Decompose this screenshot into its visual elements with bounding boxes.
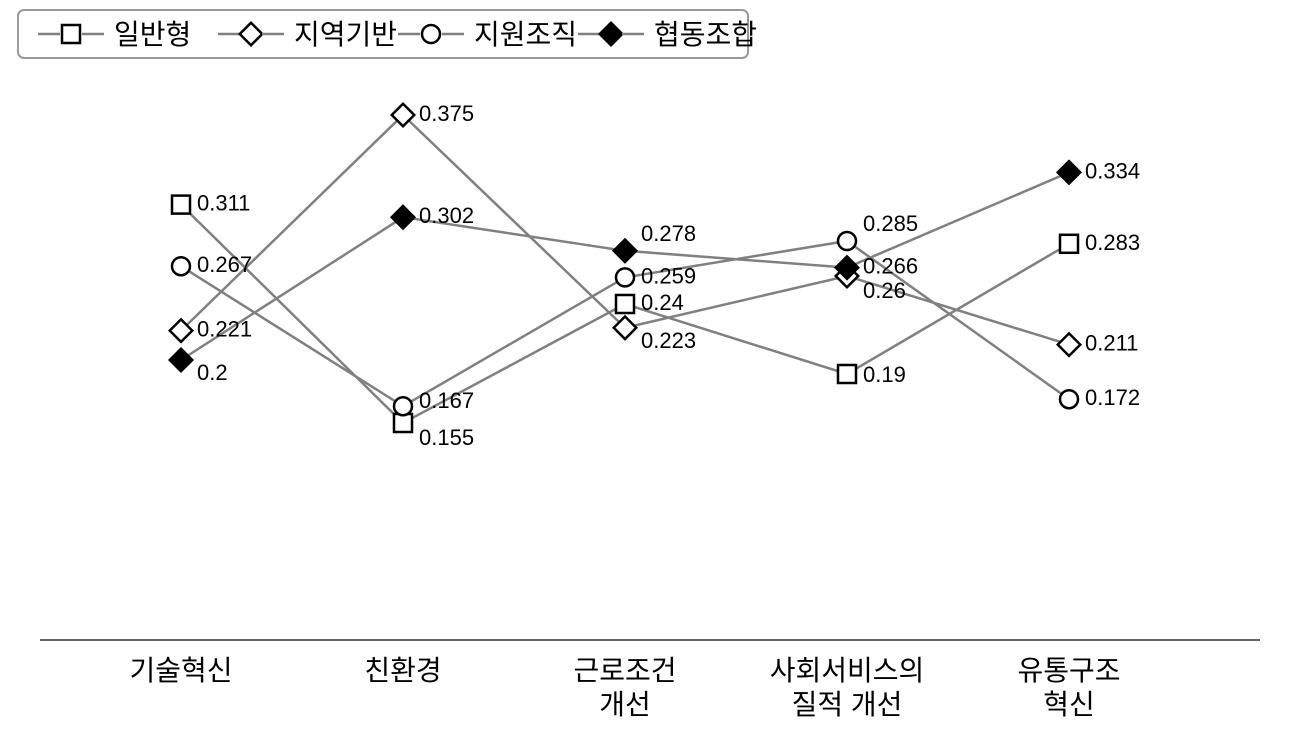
legend-marker-2 (422, 25, 440, 43)
data-label-0-1: 0.155 (419, 425, 474, 450)
data-label-2-1: 0.167 (419, 388, 474, 413)
data-label-3-1: 0.302 (419, 203, 474, 228)
data-label-1-0: 0.221 (197, 317, 252, 342)
marker-2-4 (1060, 390, 1078, 408)
data-label-0-4: 0.283 (1085, 230, 1140, 255)
category-label-0: 기술혁신 (129, 655, 232, 686)
marker-0-1 (394, 414, 412, 432)
marker-2-1 (394, 397, 412, 415)
legend-label-1: 지역기반 (294, 19, 397, 50)
line-chart: 0.311 0.155 0.24 0.19 0.283 0.221 0.375 0.223 0.… (0, 0, 1299, 744)
marker-0-4 (1060, 235, 1078, 253)
data-label-2-2: 0.259 (641, 263, 696, 288)
data-label-0-2: 0.24 (641, 290, 684, 315)
marker-0-2 (616, 295, 634, 313)
data-label-3-2: 0.278 (641, 221, 696, 246)
legend-marker-0 (62, 25, 80, 43)
legend-label-3: 협동조합 (654, 19, 757, 50)
legend-label-0: 일반형 (114, 19, 191, 50)
data-label-3-3: 0.266 (863, 254, 918, 279)
marker-0-0 (172, 196, 190, 214)
data-label-1-1: 0.375 (419, 101, 474, 126)
marker-2-3 (838, 232, 856, 250)
chart-svg: 0.311 0.155 0.24 0.19 0.283 0.221 0.375 0.223 0.… (0, 0, 1299, 744)
marker-2-2 (616, 268, 634, 286)
data-label-3-0: 0.2 (197, 360, 228, 385)
marker-2-0 (172, 257, 190, 275)
data-label-0-0: 0.311 (197, 191, 250, 216)
data-label-1-2: 0.223 (641, 328, 696, 353)
data-label-1-4: 0.211 (1085, 331, 1138, 356)
data-label-2-4: 0.172 (1085, 385, 1140, 410)
data-label-2-0: 0.267 (197, 252, 252, 277)
data-label-0-3: 0.19 (863, 362, 906, 387)
chart-background (0, 0, 1299, 744)
legend: 일반형 지역기반 지원조직 협동조합 (18, 10, 757, 58)
legend-label-2: 지원조직 (474, 19, 577, 50)
data-label-1-3: 0.26 (863, 278, 906, 303)
data-label-3-4: 0.334 (1085, 158, 1140, 183)
category-label-1: 친환경 (364, 655, 441, 686)
marker-0-3 (838, 365, 856, 383)
data-label-2-3: 0.285 (863, 211, 918, 236)
